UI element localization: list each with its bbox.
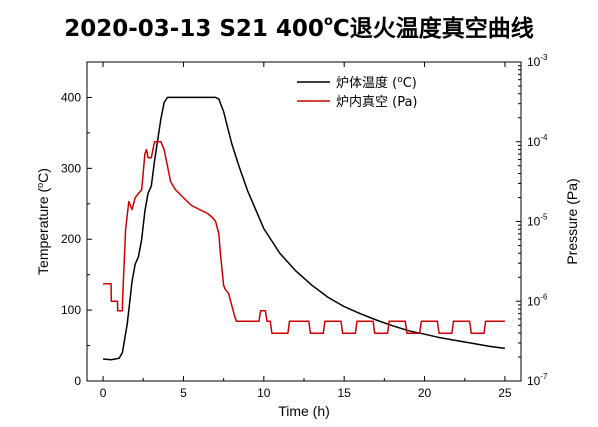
- chart-title-main: 2020-03-13 S21 400: [64, 16, 324, 42]
- x-tick-label-4: 20: [418, 386, 432, 400]
- y2-tick-label-4: 10-3: [527, 53, 548, 69]
- axes-layer: 0 5 10 15 20 25 0 100 200 300 400 10-7 10-6 10-5 10-4 1…: [61, 53, 548, 400]
- x-tick-label-5: 25: [498, 386, 512, 400]
- x-tick-label-0: 0: [100, 386, 107, 400]
- y-axis-title-start: Temperature (: [35, 187, 51, 274]
- legend-label-temperature-start: 炉体温度 (: [336, 75, 397, 91]
- chart-title: 2020-03-13 S21 400oC退火温度真空曲线: [0, 9, 598, 43]
- chart-title-degree: o: [323, 14, 333, 30]
- y2-axis-title: Pressure (Pa): [564, 178, 580, 264]
- y-tick-label-1: 100: [61, 303, 81, 317]
- y-tick-label-3: 300: [61, 161, 81, 175]
- legend-label-temperature-degree: o: [397, 75, 403, 85]
- y2-tick-label-3: 10-4: [527, 133, 548, 149]
- series-temperature-line: [103, 96, 505, 361]
- y2-tick-label-2: 10-5: [527, 213, 548, 229]
- series-vacuum-line: [103, 141, 505, 334]
- y2-tick-label-0: 10-7: [527, 372, 548, 388]
- legend: 炉体温度 (oC) 炉内真空 (Pa): [297, 75, 418, 110]
- y-axis-title: Temperature (oC): [35, 168, 51, 275]
- x-tick-label-1: 5: [180, 386, 187, 400]
- y2-tick-label-1: 10-6: [527, 292, 548, 308]
- y-tick-label-0: 0: [74, 374, 81, 388]
- x-tick-label-3: 15: [338, 386, 352, 400]
- y-tick-label-4: 400: [61, 90, 81, 104]
- x-tick-label-2: 10: [257, 386, 271, 400]
- legend-label-vacuum: 炉内真空 (Pa): [336, 94, 418, 110]
- legend-label-temperature-end: C): [403, 76, 417, 91]
- y-axis-title-degree: o: [35, 183, 45, 188]
- x-axis-title: Time (h): [278, 403, 330, 419]
- legend-label-temperature: 炉体温度 (oC): [336, 75, 417, 91]
- series-layer: [103, 96, 505, 361]
- y-tick-label-2: 200: [61, 232, 81, 246]
- y-axis-title-end: C): [35, 168, 51, 183]
- chart-title-rest: C退火温度真空曲线: [332, 16, 534, 42]
- labels-layer: Time (h) Temperature (oC) Pressure (Pa): [35, 168, 580, 419]
- plot-frame: [86, 61, 522, 382]
